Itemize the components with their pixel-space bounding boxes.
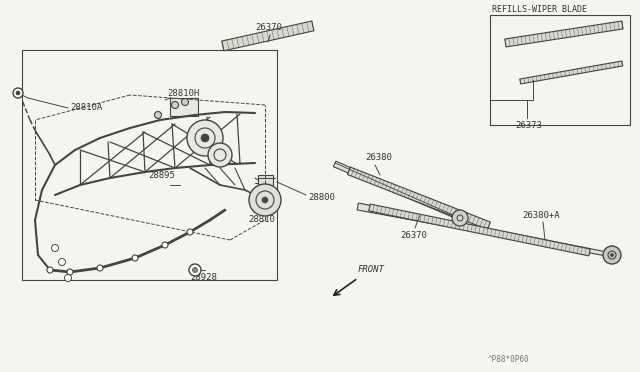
Text: 28895: 28895 [148,170,175,180]
Circle shape [97,265,103,271]
Circle shape [452,210,468,226]
Circle shape [603,246,621,264]
Circle shape [182,99,189,106]
Circle shape [189,264,201,276]
Text: 28810H: 28810H [167,89,199,97]
Text: 26370: 26370 [255,23,282,32]
Text: 26380+A: 26380+A [522,211,559,219]
Text: 28800: 28800 [308,193,335,202]
Text: 26373: 26373 [515,121,542,129]
Circle shape [65,275,72,282]
Text: ^P88*0P60: ^P88*0P60 [488,356,530,365]
Text: 26370: 26370 [400,231,427,240]
Bar [170,98,198,116]
Text: 28928: 28928 [190,273,217,282]
Polygon shape [357,203,612,257]
Bar [22,50,277,280]
Circle shape [611,253,614,257]
Circle shape [132,255,138,261]
Text: 28810: 28810 [248,215,275,224]
Circle shape [208,143,232,167]
Circle shape [201,134,209,142]
Text: 26380: 26380 [365,154,392,163]
Bar [490,15,630,125]
Polygon shape [222,21,314,51]
Circle shape [58,259,65,266]
Circle shape [67,269,73,275]
Polygon shape [505,21,623,47]
Circle shape [47,267,53,273]
Circle shape [13,88,23,98]
Circle shape [249,184,281,216]
Circle shape [187,120,223,156]
Circle shape [193,267,198,273]
Text: 28810A: 28810A [70,103,102,112]
Circle shape [187,229,193,235]
Circle shape [16,91,20,95]
Polygon shape [333,161,461,220]
Circle shape [172,102,179,109]
Polygon shape [369,204,590,256]
Circle shape [162,242,168,248]
Circle shape [51,244,58,251]
Text: FRONT: FRONT [358,266,385,275]
Bar [258,175,273,188]
Text: REFILLS-WIPER BLADE: REFILLS-WIPER BLADE [492,6,587,15]
Polygon shape [520,61,623,84]
Polygon shape [348,167,490,230]
Circle shape [154,112,161,119]
Circle shape [262,197,268,203]
